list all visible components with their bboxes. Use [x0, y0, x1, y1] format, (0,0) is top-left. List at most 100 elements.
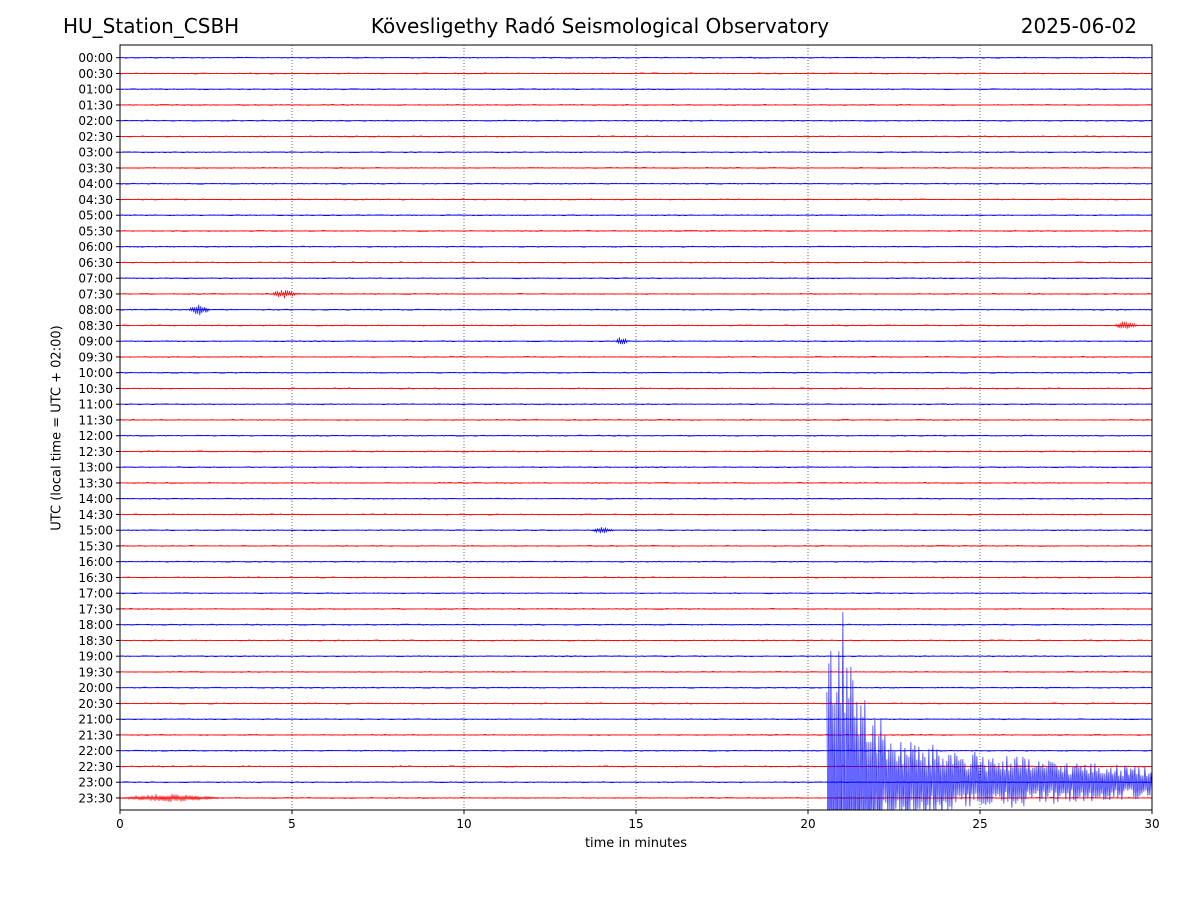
y-tick-label: 10:00: [78, 366, 113, 380]
trace-noise: [120, 670, 1152, 673]
x-tick-label: 15: [628, 817, 643, 831]
x-tick-label: 20: [800, 817, 815, 831]
y-tick-label: 12:30: [78, 445, 113, 459]
trace-noise: [120, 135, 1152, 138]
y-tick-label: 19:00: [78, 650, 113, 664]
seismic-event: [826, 611, 1152, 810]
y-tick-label: 21:30: [78, 728, 113, 742]
x-tick-label: 0: [116, 817, 124, 831]
trace-noise: [120, 387, 1152, 390]
y-tick-label: 17:30: [78, 602, 113, 616]
trace-noise: [120, 749, 1152, 752]
trace-noise: [120, 592, 1152, 595]
seismic-event: [271, 289, 313, 299]
trace-noise: [120, 324, 1152, 327]
y-tick-label: 23:30: [78, 791, 113, 805]
trace-noise: [120, 529, 1152, 532]
y-tick-label: 17:00: [78, 587, 113, 601]
trace-noise: [120, 560, 1152, 563]
seismic-event: [591, 527, 629, 534]
trace-noise: [120, 103, 1152, 106]
trace-noise: [120, 639, 1152, 642]
seismic-event: [188, 304, 223, 316]
trace-noise: [120, 72, 1152, 75]
y-tick-label: 14:00: [78, 492, 113, 506]
trace-noise: [120, 340, 1152, 343]
trace-noise: [120, 733, 1152, 736]
trace-noise: [120, 607, 1152, 610]
y-tick-label: 22:30: [78, 760, 113, 774]
y-tick-label: 21:00: [78, 713, 113, 727]
x-tick-label: 5: [288, 817, 296, 831]
y-tick-label: 05:00: [78, 209, 113, 223]
trace-noise: [120, 229, 1152, 232]
trace-noise: [120, 182, 1152, 185]
y-axis-label: UTC (local time = UTC + 02:00): [49, 325, 65, 531]
trace-noise: [120, 371, 1152, 374]
trace-noise: [120, 781, 1152, 784]
trace-noise: [120, 466, 1152, 469]
y-tick-label: 08:00: [78, 303, 113, 317]
y-tick-label: 06:30: [78, 256, 113, 270]
seismic-event: [615, 337, 636, 345]
trace-noise: [120, 214, 1152, 217]
y-tick-label: 01:30: [78, 98, 113, 112]
trace-noise: [120, 355, 1152, 358]
trace-noise: [120, 434, 1152, 437]
y-tick-label: 03:30: [78, 161, 113, 175]
y-tick-label: 07:00: [78, 272, 113, 286]
trace-noise: [120, 151, 1152, 154]
record-date: 2025-06-02: [1020, 14, 1137, 38]
trace-noise: [120, 702, 1152, 705]
y-tick-label: 05:30: [78, 224, 113, 238]
trace-noise: [120, 497, 1152, 500]
y-tick-label: 20:30: [78, 697, 113, 711]
trace-noise: [120, 403, 1152, 406]
y-tick-label: 13:00: [78, 461, 113, 475]
y-tick-label: 09:30: [78, 350, 113, 364]
y-tick-label: 02:30: [78, 130, 113, 144]
y-tick-label: 08:30: [78, 319, 113, 333]
y-tick-label: 20:00: [78, 681, 113, 695]
trace-noise: [120, 686, 1152, 689]
y-tick-label: 15:30: [78, 539, 113, 553]
trace-noise: [120, 245, 1152, 248]
y-tick-label: 22:00: [78, 744, 113, 758]
trace-noise: [120, 88, 1152, 91]
y-tick-label: 13:30: [78, 476, 113, 490]
trace-noise: [120, 56, 1152, 59]
trace-noise: [120, 119, 1152, 122]
y-tick-label: 15:00: [78, 524, 113, 538]
y-tick-label: 18:00: [78, 618, 113, 632]
y-tick-label: 06:00: [78, 240, 113, 254]
y-tick-label: 00:00: [78, 51, 113, 65]
trace-noise: [120, 418, 1152, 421]
x-tick-label: 10: [456, 817, 471, 831]
y-tick-label: 23:00: [78, 776, 113, 790]
trace-layer: [120, 56, 1152, 810]
y-tick-label: 16:00: [78, 555, 113, 569]
y-tick-label: 10:30: [78, 382, 113, 396]
trace-noise: [120, 308, 1152, 311]
y-tick-label: 16:30: [78, 571, 113, 585]
x-axis-label: time in minutes: [584, 836, 688, 851]
y-tick-label: 01:00: [78, 83, 113, 97]
trace-noise: [120, 544, 1152, 547]
trace-noise: [120, 261, 1152, 264]
y-tick-label: 03:00: [78, 146, 113, 160]
x-tick-label: 30: [1144, 817, 1159, 831]
seismic-event: [1114, 321, 1152, 329]
station-name: HU_Station_CSBH: [63, 14, 240, 38]
trace-noise: [120, 513, 1152, 516]
trace-noise: [120, 166, 1152, 169]
y-tick-label: 18:30: [78, 634, 113, 648]
seismic-event: [120, 794, 285, 802]
trace-noise: [120, 655, 1152, 658]
trace-noise: [120, 576, 1152, 579]
trace-noise: [120, 481, 1152, 484]
trace-noise: [120, 765, 1152, 768]
trace-noise: [120, 277, 1152, 280]
y-tick-label: 19:30: [78, 665, 113, 679]
trace-noise: [120, 450, 1152, 453]
trace-noise: [120, 718, 1152, 721]
